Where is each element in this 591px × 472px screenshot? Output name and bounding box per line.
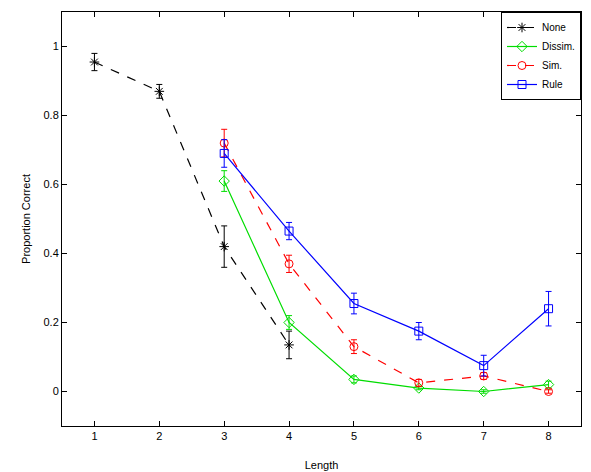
svg-text:8: 8 <box>545 430 551 442</box>
svg-text:Length: Length <box>305 459 339 471</box>
svg-text:Proportion Correct: Proportion Correct <box>20 174 32 264</box>
svg-text:Sim.: Sim. <box>542 60 562 71</box>
svg-text:Rule: Rule <box>542 79 563 90</box>
svg-text:0.2: 0.2 <box>44 316 59 328</box>
svg-text:1: 1 <box>53 40 59 52</box>
svg-text:3: 3 <box>221 430 227 442</box>
svg-text:7: 7 <box>481 430 487 442</box>
svg-text:0.6: 0.6 <box>44 178 59 190</box>
svg-text:1: 1 <box>91 430 97 442</box>
svg-text:Dissim.: Dissim. <box>542 41 575 52</box>
svg-text:0: 0 <box>53 385 59 397</box>
svg-text:None: None <box>542 22 566 33</box>
svg-text:5: 5 <box>351 430 357 442</box>
svg-text:4: 4 <box>286 430 292 442</box>
svg-text:6: 6 <box>416 430 422 442</box>
svg-text:0.4: 0.4 <box>44 247 59 259</box>
svg-text:0.8: 0.8 <box>44 109 59 121</box>
svg-text:2: 2 <box>156 430 162 442</box>
